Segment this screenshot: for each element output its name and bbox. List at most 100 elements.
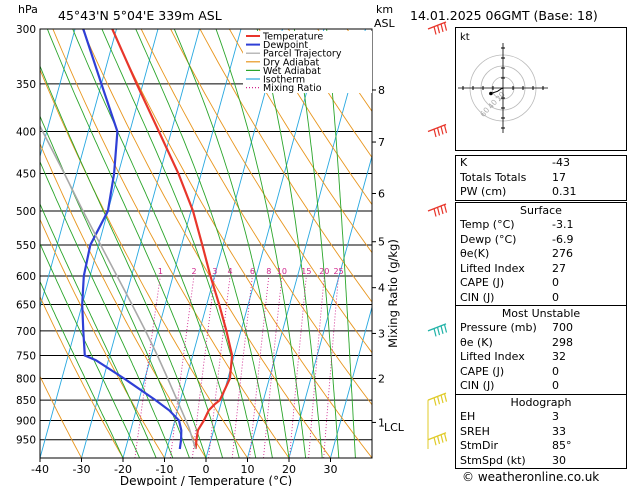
isotherm-line bbox=[164, 29, 283, 458]
dry-adiabat-line bbox=[287, 29, 372, 159]
unstable-value: 0 bbox=[552, 364, 559, 378]
mixing-ratio-label: 8 bbox=[266, 267, 271, 276]
lcl-label: LCL bbox=[384, 421, 405, 434]
surface-label: Lifted Index bbox=[460, 261, 525, 275]
surface-row: Dewp (°C) -6.9 bbox=[456, 233, 626, 248]
temperature-tick-label: -30 bbox=[73, 463, 91, 476]
legend-box bbox=[243, 31, 372, 93]
mixing-ratio-line bbox=[263, 275, 283, 458]
isotherm-line bbox=[288, 154, 372, 458]
legend-entry: Mixing Ratio bbox=[263, 83, 322, 94]
mixing-ratio-label: 2 bbox=[191, 267, 196, 276]
wind-barb-flag bbox=[440, 126, 444, 135]
hodo-label: StmDir bbox=[460, 439, 499, 452]
surface-label: θe(K) bbox=[460, 247, 490, 260]
hodograph-frame bbox=[455, 27, 627, 151]
temperature-tick-label: 20 bbox=[282, 463, 296, 476]
mixing-ratio-label: 15 bbox=[301, 267, 311, 276]
dry-adiabat-line bbox=[40, 295, 124, 458]
temperature-tick-label: 30 bbox=[324, 463, 338, 476]
mixing-ratio-line bbox=[191, 275, 216, 458]
wind-barb-flag bbox=[433, 437, 437, 446]
index-row: PW (cm) 0.31 bbox=[456, 185, 626, 200]
wet-adiabat-line bbox=[40, 242, 141, 458]
pressure-tick-label: 550 bbox=[16, 240, 36, 252]
temperature-series bbox=[111, 29, 234, 450]
wind-barb bbox=[427, 203, 448, 217]
index-label: PW (cm) bbox=[460, 185, 507, 198]
legend-entry: Dry Adiabat bbox=[263, 57, 320, 68]
unstable-label: Lifted Index bbox=[460, 350, 525, 363]
mixing-ratio-line bbox=[249, 275, 270, 458]
mixing-ratio-axis-label: Mixing Ratio (g/kg) bbox=[386, 239, 400, 348]
wet-adiabat-line bbox=[293, 29, 340, 458]
legend-entry: Temperature bbox=[262, 32, 323, 43]
wind-barb-flag bbox=[443, 124, 448, 134]
surface-title: Surface bbox=[520, 204, 562, 217]
surface-row: CAPE (J) 0 bbox=[456, 276, 626, 291]
index-value: -43 bbox=[552, 156, 570, 169]
wind-barb-flag bbox=[433, 128, 437, 138]
km-tick-label: 7 bbox=[378, 136, 385, 149]
hpa-label: hPa bbox=[18, 3, 38, 16]
pressure-tick-label: 800 bbox=[16, 373, 36, 385]
unstable-row: CIN (J) 0 bbox=[456, 379, 626, 394]
hodo-label: StmSpd (kt) bbox=[460, 453, 526, 467]
hodo-row: EH 3 bbox=[456, 410, 626, 425]
dry-adiabat-line bbox=[52, 29, 290, 458]
unstable-label: Pressure (mb) bbox=[460, 321, 537, 334]
surface-row: CIN (J) 0 bbox=[456, 291, 626, 306]
indices-table: K -43 Totals Totals 17 PW (cm) 0.31 bbox=[455, 155, 627, 201]
km-tick-label: 8 bbox=[378, 84, 385, 97]
pressure-tick-label: 650 bbox=[16, 300, 36, 312]
wind-barb-flag bbox=[440, 394, 444, 404]
pressure-tick-label: 500 bbox=[16, 206, 36, 218]
wet-adiabat-line bbox=[40, 280, 124, 458]
pressure-tick-label: 850 bbox=[16, 395, 36, 407]
pressure-tick-label: 300 bbox=[16, 24, 36, 36]
unstable-value: 32 bbox=[552, 350, 566, 363]
wet-adiabat-line bbox=[326, 29, 356, 458]
wind-barb-flag bbox=[436, 25, 441, 34]
surface-row: Temp (°C) -3.1 bbox=[456, 218, 626, 233]
unstable-label: CAPE (J) bbox=[460, 364, 505, 378]
mixing-ratio-line bbox=[308, 275, 325, 458]
unstable-row: θe (K) 298 bbox=[456, 336, 626, 351]
hodo-value: 85° bbox=[552, 439, 572, 452]
hodograph-trace bbox=[490, 87, 504, 94]
dry-adiabat-line bbox=[170, 29, 372, 354]
parcel-trajectory-series bbox=[40, 124, 197, 450]
surface-label: CIN (J) bbox=[460, 290, 495, 304]
dry-adiabat-line bbox=[40, 68, 248, 458]
km-tick-label: 4 bbox=[378, 282, 385, 295]
mixing-ratio-line bbox=[289, 275, 307, 458]
hodo-value: 3 bbox=[552, 410, 559, 423]
surface-row: θe(K) 276 bbox=[456, 247, 626, 262]
dry-adiabat-line bbox=[258, 29, 372, 206]
mixing-ratio-line bbox=[208, 275, 231, 458]
km-tick-label: 6 bbox=[378, 187, 385, 200]
mixing-ratio-line bbox=[323, 275, 339, 458]
surface-label: Temp (°C) bbox=[460, 218, 515, 231]
mixing-ratio-line bbox=[134, 275, 161, 458]
unstable-value: 700 bbox=[552, 321, 573, 334]
index-row: K -43 bbox=[456, 156, 626, 171]
hodo-value: 30 bbox=[552, 453, 566, 467]
mixing-ratio-label: 1 bbox=[158, 267, 163, 276]
pressure-tick-label: 700 bbox=[16, 326, 36, 338]
wind-barb-flag bbox=[443, 393, 448, 402]
index-value: 17 bbox=[552, 170, 566, 184]
wind-barb-flag bbox=[443, 324, 448, 333]
dewpoint-series bbox=[81, 29, 183, 450]
wet-adiabat-line bbox=[173, 29, 290, 458]
legend-entry: Wet Adiabat bbox=[263, 66, 321, 77]
legend-entry: Dewpoint bbox=[263, 40, 308, 51]
wet-adiabat-line bbox=[40, 202, 157, 458]
wind-barb-flag bbox=[433, 26, 437, 35]
wet-adiabat-line bbox=[215, 29, 307, 458]
dry-adiabat-line bbox=[40, 218, 165, 458]
surface-value: -3.1 bbox=[552, 218, 574, 231]
pressure-tick-label: 350 bbox=[16, 79, 36, 91]
hodo-label: EH bbox=[460, 410, 476, 423]
